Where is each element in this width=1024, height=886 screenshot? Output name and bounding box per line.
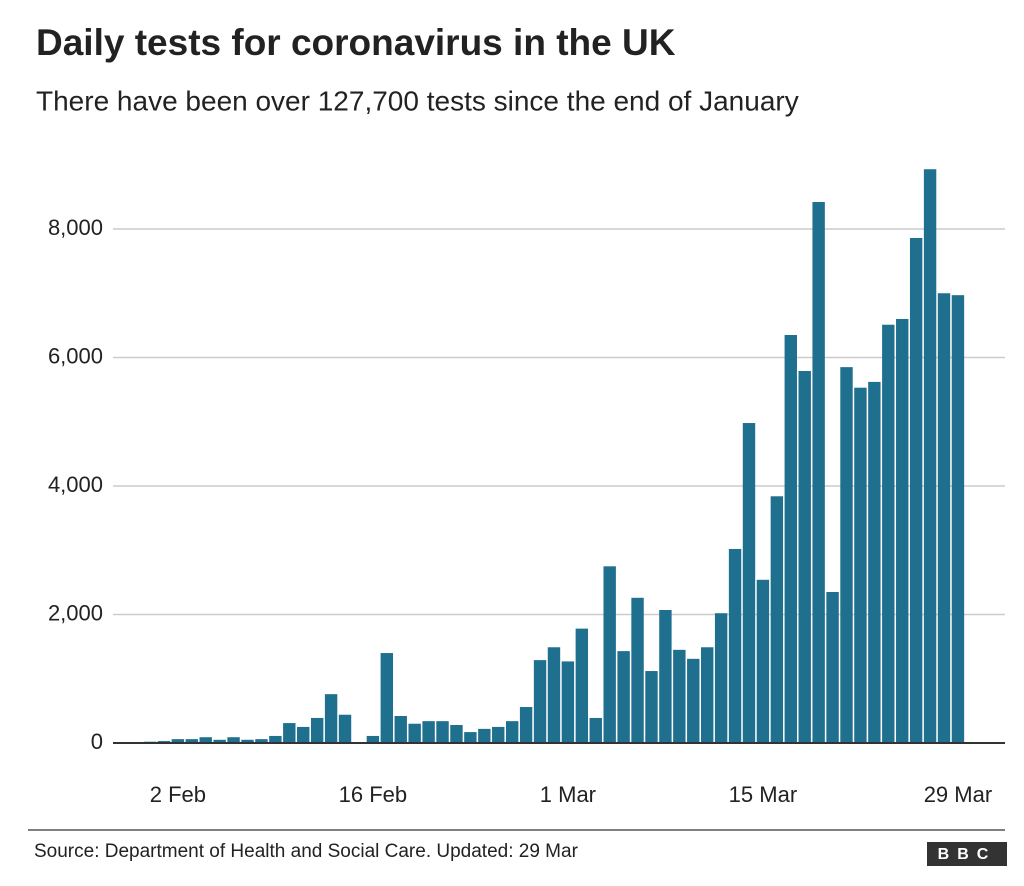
- bar: [923, 169, 937, 743]
- x-tick-label: 15 Mar: [729, 782, 797, 807]
- bar: [241, 739, 254, 743]
- bar: [394, 716, 407, 743]
- bar: [185, 739, 198, 743]
- bar: [450, 725, 463, 743]
- bar: [714, 613, 728, 743]
- bar: [519, 707, 533, 743]
- bar: [701, 647, 714, 743]
- bar: [770, 496, 784, 743]
- bar: [408, 723, 421, 743]
- chart-subtitle: There have been over 127,700 tests since…: [36, 85, 799, 116]
- bar: [756, 579, 770, 743]
- bar: [227, 737, 240, 743]
- bar: [812, 202, 825, 743]
- bar: [478, 728, 491, 743]
- logo: BBC: [927, 842, 1007, 866]
- bar: [380, 653, 394, 743]
- bar: [575, 628, 589, 743]
- y-tick-label: 6,000: [48, 343, 103, 368]
- bar: [659, 610, 672, 743]
- bar: [269, 735, 282, 743]
- bar: [868, 381, 881, 743]
- bar: [589, 717, 602, 743]
- bar: [199, 737, 212, 743]
- bar: [533, 660, 547, 743]
- bar: [436, 721, 449, 743]
- bar: [324, 694, 338, 743]
- y-tick-label: 8,000: [48, 215, 103, 240]
- bar: [492, 726, 505, 743]
- bar: [854, 387, 867, 743]
- bar: [422, 721, 435, 743]
- x-tick-label: 2 Feb: [150, 782, 206, 807]
- bar: [366, 735, 380, 743]
- bar: [338, 714, 352, 743]
- bar: [937, 293, 951, 743]
- bar: [673, 649, 686, 743]
- x-tick-label: 16 Feb: [339, 782, 408, 807]
- bar: [561, 661, 575, 743]
- chart-title: Daily tests for coronavirus in the UK: [36, 22, 676, 63]
- bar: [310, 717, 324, 743]
- bar: [826, 592, 839, 743]
- bar: [687, 658, 700, 743]
- bar: [464, 732, 477, 743]
- bar: [840, 367, 853, 743]
- source: Source: Department of Health and Social …: [34, 841, 579, 862]
- bar: [505, 721, 519, 743]
- bar: [728, 548, 742, 743]
- bar: [631, 597, 644, 743]
- bar: [951, 295, 965, 743]
- bar: [742, 423, 756, 743]
- bar: [896, 318, 909, 743]
- logo-text: BBC: [938, 846, 997, 863]
- x-tick-label: 1 Mar: [540, 782, 596, 807]
- bar: [798, 370, 811, 743]
- x-tick-label: 29 Mar: [924, 782, 992, 807]
- bar: [213, 739, 226, 743]
- bar: [171, 739, 185, 743]
- logo-box: [927, 842, 1007, 866]
- bar: [255, 739, 268, 743]
- bar: [617, 651, 630, 743]
- bar: [297, 726, 310, 743]
- bar: [909, 237, 923, 743]
- bar: [645, 671, 658, 743]
- bar: [784, 335, 797, 743]
- y-tick-label: 2,000: [48, 600, 103, 625]
- bar: [603, 566, 616, 743]
- bar: [547, 647, 561, 743]
- bar: [882, 324, 895, 743]
- y-tick-label: 4,000: [48, 472, 103, 497]
- y-tick-label: 0: [91, 729, 103, 754]
- bar: [283, 723, 296, 743]
